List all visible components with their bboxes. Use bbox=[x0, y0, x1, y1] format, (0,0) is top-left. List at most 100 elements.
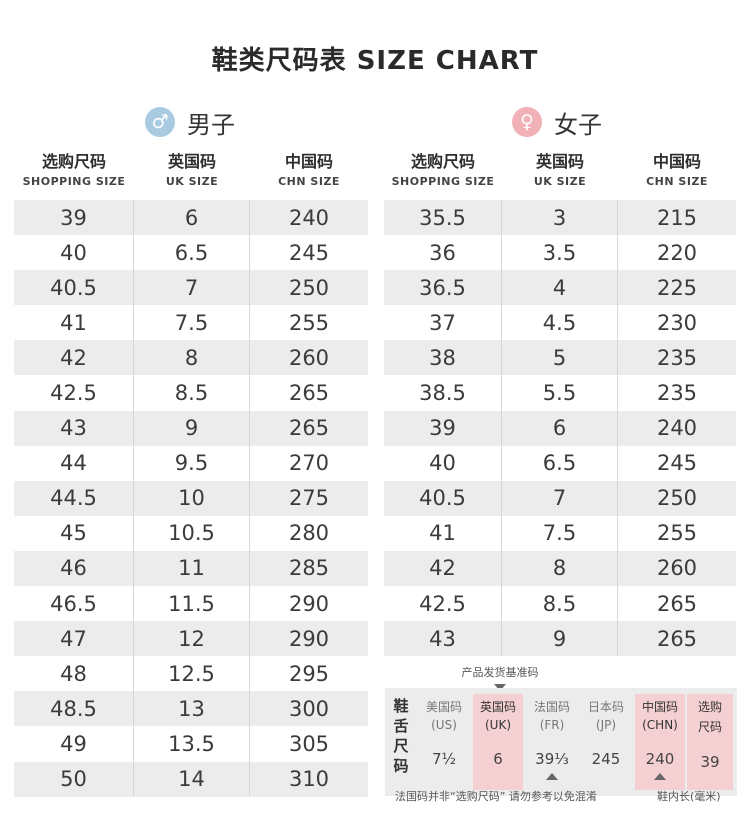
header-en: SHOPPING SIZE bbox=[22, 175, 126, 188]
shopping-size-cell: 39 bbox=[14, 200, 134, 236]
uk-size-cell: 7.5 bbox=[134, 305, 250, 341]
uk-size-cell: 5.5 bbox=[502, 375, 618, 411]
shopping-size-cell: 41 bbox=[384, 515, 502, 551]
shopping-size-cell: 44 bbox=[14, 445, 134, 481]
shopping-size-cell: 42.5 bbox=[14, 375, 134, 411]
uk-size-cell: 13 bbox=[134, 691, 250, 727]
tongue-size-label: 鞋舌尺码 bbox=[393, 697, 409, 775]
header-en: UK SIZE bbox=[165, 175, 219, 188]
ref-col-value: 39 bbox=[700, 753, 720, 771]
chn-size-cell: 275 bbox=[288, 486, 330, 511]
header-cn: 选购尺码 bbox=[410, 152, 475, 171]
ref-col-title: 日本码 bbox=[587, 700, 624, 714]
uk-size-cell: 8.5 bbox=[502, 586, 618, 622]
chn-size-cell: 260 bbox=[288, 345, 330, 370]
shopping-size-cell: 40 bbox=[14, 235, 134, 271]
ref-col-shopping: 选购 尺码 39 bbox=[687, 694, 733, 790]
shopping-size-cell: 39 bbox=[384, 410, 502, 446]
table-row: 40.5 7 250 bbox=[384, 480, 736, 516]
chn-size-cell: 215 bbox=[656, 205, 698, 230]
ref-col-value: 240 bbox=[645, 750, 675, 768]
page-title: 鞋类尺码表 SIZE CHART bbox=[211, 46, 539, 76]
shopping-size-cell: 42 bbox=[14, 340, 134, 376]
shopping-size-cell: 48 bbox=[14, 656, 134, 692]
shopping-size-cell: 40 bbox=[384, 445, 502, 481]
women-section-label: 女子 bbox=[554, 110, 602, 139]
ref-col-title: 选购 bbox=[697, 700, 722, 714]
chn-size-cell: 220 bbox=[656, 240, 698, 265]
uk-size-cell: 9 bbox=[134, 410, 250, 446]
uk-size-cell: 6 bbox=[134, 200, 250, 236]
chn-size-cell: 300 bbox=[288, 696, 330, 721]
arrow-down-icon bbox=[494, 684, 506, 691]
header-cn: 英国码 bbox=[535, 152, 584, 171]
uk-size-cell: 8 bbox=[502, 550, 618, 587]
table-row: 42 8 260 bbox=[14, 340, 368, 376]
chn-size-cell: 245 bbox=[288, 240, 330, 265]
ref-col-us: 美国码 (US) 7½ bbox=[419, 694, 469, 790]
shopping-size-cell: 42 bbox=[384, 550, 502, 587]
men-header-uk-size: 英国码 UK SIZE bbox=[134, 154, 250, 188]
table-row: 48 12.5 295 bbox=[14, 656, 368, 692]
chn-size-cell: 225 bbox=[656, 275, 698, 300]
ref-col-title: 中国码 bbox=[641, 700, 678, 714]
table-row: 43 9 265 bbox=[14, 410, 368, 446]
men-section-header: ♂ 男子 bbox=[145, 104, 235, 140]
male-symbol-icon: ♂ bbox=[145, 107, 175, 137]
chn-size-cell: 265 bbox=[656, 626, 698, 651]
women-header-chn-size: 中国码 CHN SIZE bbox=[618, 154, 736, 188]
ref-col-jp: 日本码 (JP) 245 bbox=[581, 694, 631, 790]
ref-col-subtitle: (JP) bbox=[595, 718, 617, 732]
chn-size-cell: 235 bbox=[656, 345, 698, 370]
chn-size-cell: 265 bbox=[288, 416, 330, 441]
table-row: 38.5 5.5 235 bbox=[384, 375, 736, 411]
uk-size-cell: 7 bbox=[134, 270, 250, 306]
uk-size-cell: 6 bbox=[502, 410, 618, 446]
shopping-size-cell: 44.5 bbox=[14, 480, 134, 516]
uk-size-cell: 7.5 bbox=[502, 515, 618, 551]
uk-size-cell: 6.5 bbox=[502, 445, 618, 481]
arrow-up-icon bbox=[654, 773, 666, 780]
table-row: 42.5 8.5 265 bbox=[384, 586, 736, 622]
shopping-size-cell: 50 bbox=[14, 761, 134, 797]
chn-size-cell: 310 bbox=[288, 767, 330, 792]
ref-col-title: 法国码 bbox=[533, 700, 570, 714]
header-cn: 选购尺码 bbox=[41, 152, 106, 171]
uk-size-cell: 8 bbox=[134, 340, 250, 376]
uk-size-cell: 9 bbox=[502, 621, 618, 657]
table-row: 46 11 285 bbox=[14, 550, 368, 587]
shopping-size-cell: 40.5 bbox=[14, 270, 134, 306]
uk-size-cell: 3.5 bbox=[502, 235, 618, 271]
chn-size-cell: 255 bbox=[288, 310, 330, 335]
header-en: CHN SIZE bbox=[278, 175, 340, 188]
chn-size-cell: 305 bbox=[288, 731, 330, 756]
reference-size-panel: 产品发货基准码 鞋舌尺码 美国码 (US) 7½ 英国码 (UK) 6 法国码 … bbox=[385, 664, 737, 803]
women-section-header: ♀ 女子 bbox=[512, 104, 602, 140]
table-row: 44 9.5 270 bbox=[14, 445, 368, 481]
shopping-size-cell: 38 bbox=[384, 340, 502, 376]
table-row: 48.5 13 300 bbox=[14, 691, 368, 727]
arrow-up-icon bbox=[546, 773, 558, 780]
shopping-size-cell: 42.5 bbox=[384, 586, 502, 622]
uk-size-cell: 8.5 bbox=[134, 375, 250, 411]
table-row: 40 6.5 245 bbox=[14, 235, 368, 271]
ref-col-fr: 法国码 (FR) 39⅓ bbox=[527, 694, 577, 790]
men-size-table: 39 6 240 40 6.5 245 40.5 7 250 41 7.5 255 42 8 260 42.5… bbox=[14, 200, 368, 797]
chn-size-cell: 240 bbox=[288, 205, 330, 230]
ref-col-subtitle: (CHN) bbox=[642, 718, 678, 732]
reference-caption: 产品发货基准码 bbox=[461, 666, 539, 679]
chn-size-cell: 255 bbox=[656, 521, 698, 546]
shopping-size-cell: 36 bbox=[384, 235, 502, 271]
table-row: 37 4.5 230 bbox=[384, 305, 736, 341]
shopping-size-cell: 46.5 bbox=[14, 586, 134, 622]
header-cn: 中国码 bbox=[284, 152, 333, 171]
uk-size-cell: 11.5 bbox=[134, 586, 250, 622]
table-row: 43 9 265 bbox=[384, 621, 736, 657]
chn-size-cell: 285 bbox=[288, 556, 330, 581]
table-row: 44.5 10 275 bbox=[14, 480, 368, 516]
chn-size-cell: 230 bbox=[656, 310, 698, 335]
table-row: 47 12 290 bbox=[14, 621, 368, 657]
shopping-size-cell: 49 bbox=[14, 726, 134, 762]
chn-size-cell: 240 bbox=[656, 416, 698, 441]
shopping-size-cell: 43 bbox=[384, 621, 502, 657]
